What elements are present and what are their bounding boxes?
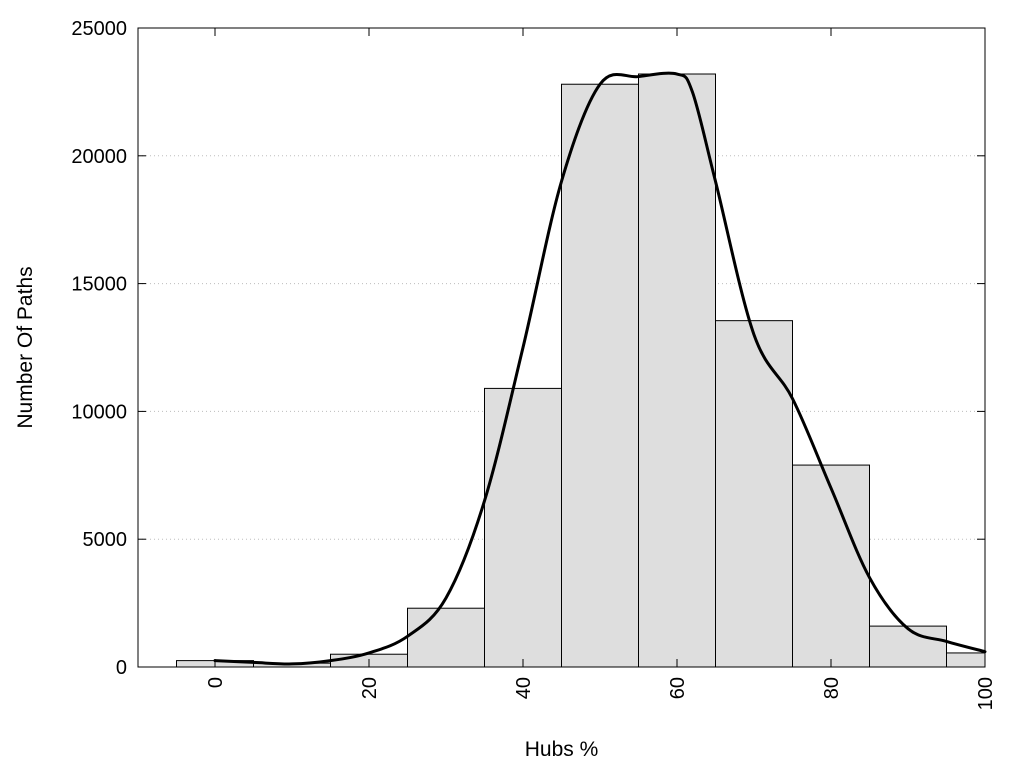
density-curve [213,71,987,666]
x-tick-label-80: 80 [821,677,843,699]
bar-80 [792,464,870,668]
bar-100 [946,652,986,668]
bar-70 [715,320,793,668]
y-tick-label-10000: 10000 [71,401,127,423]
bar-30 [407,607,485,668]
y-tick-label-15000: 15000 [71,274,127,296]
y-tick-label-0: 0 [116,657,127,679]
x-axis-title: Hubs % [525,738,599,761]
bars [176,73,986,668]
ticks: 0 5000 10000 15000 20000 25000 0 20 40 60 80 100 [71,18,997,710]
y-tick-label-25000: 25000 [71,18,127,40]
y-axis-title: Number Of Paths [14,266,37,428]
x-tick-label-40: 40 [513,677,535,699]
x-tick-label-20: 20 [359,677,381,699]
bar-40 [484,387,562,668]
x-tick-label-60: 60 [667,677,689,699]
bar-50 [561,83,639,668]
bar-90 [869,625,947,668]
y-tick-label-20000: 20000 [71,146,127,168]
x-tick-label-0: 0 [205,677,227,688]
y-tick-label-5000: 5000 [83,529,128,551]
x-tick-label-100: 100 [975,677,997,710]
bar-60 [638,73,716,668]
plot-frame [137,27,986,668]
